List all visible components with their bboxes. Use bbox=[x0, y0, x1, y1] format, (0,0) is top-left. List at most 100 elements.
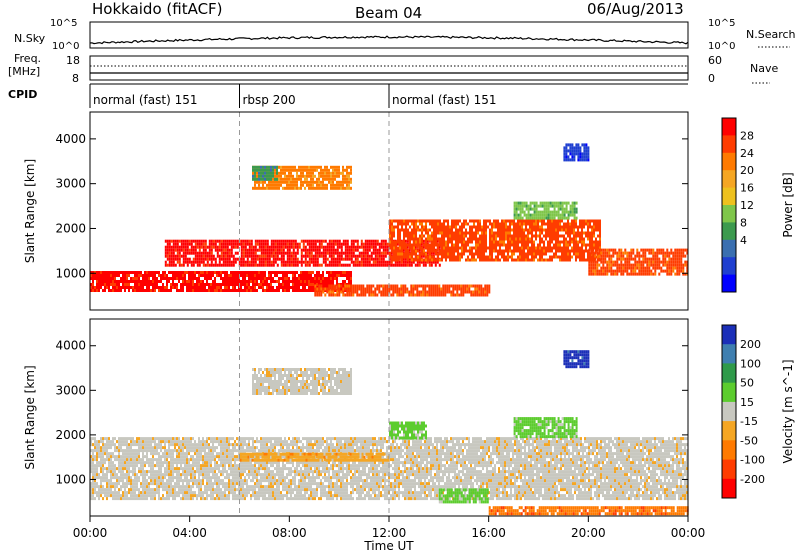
heatmap-cell bbox=[230, 245, 233, 249]
heatmap-cell bbox=[302, 248, 305, 252]
heatmap-cell bbox=[188, 257, 191, 261]
heatmap-cell bbox=[575, 234, 577, 238]
heatmap-cell bbox=[425, 255, 427, 259]
heatmap-cell bbox=[320, 290, 323, 294]
heatmap-cell bbox=[469, 249, 471, 253]
heatmap-cell bbox=[545, 216, 548, 220]
heatmap-cell bbox=[590, 257, 593, 261]
heatmap-cell bbox=[292, 165, 294, 169]
heatmap-cell bbox=[334, 284, 337, 288]
heatmap-cell bbox=[204, 277, 206, 280]
heatmap-cell bbox=[180, 283, 182, 286]
heatmap-cell bbox=[336, 263, 339, 267]
heatmap-cell bbox=[186, 248, 189, 252]
heatmap-cell bbox=[218, 289, 220, 292]
heatmap-cell bbox=[94, 464, 96, 468]
heatmap-cell bbox=[352, 284, 355, 288]
heatmap-cell bbox=[146, 488, 148, 492]
freq-panel: Freq. [MHz] 18 8 60 0 Nave bbox=[8, 52, 778, 85]
heatmap-cell bbox=[96, 467, 98, 471]
heatmap-cell bbox=[358, 254, 361, 258]
heatmap-cell bbox=[608, 251, 611, 255]
heatmap-cell bbox=[397, 246, 399, 250]
heatmap-cell bbox=[622, 254, 625, 258]
heatmap-cell bbox=[312, 165, 314, 169]
heatmap-cell bbox=[330, 180, 332, 184]
heatmap-cell bbox=[302, 271, 304, 274]
heatmap-cell bbox=[397, 237, 399, 241]
heatmap-cell bbox=[503, 219, 505, 223]
heatmap-cell bbox=[284, 289, 286, 292]
heatmap-cell bbox=[394, 287, 397, 291]
heatmap-cell bbox=[104, 467, 106, 471]
heatmap-cell bbox=[401, 228, 403, 232]
heatmap-cell bbox=[346, 242, 349, 246]
heatmap-cell bbox=[459, 228, 461, 232]
heatmap-cell bbox=[553, 243, 555, 247]
heatmap-cell bbox=[228, 257, 231, 261]
heatmap-cell bbox=[477, 255, 479, 259]
heatmap-cell bbox=[396, 242, 399, 246]
heatmap-cell bbox=[569, 225, 571, 229]
heatmap-cell bbox=[413, 234, 415, 238]
colorbar-tick-label: 8 bbox=[740, 216, 747, 229]
heatmap-cell bbox=[527, 207, 530, 211]
heatmap-cell bbox=[555, 234, 557, 238]
heatmap-cell bbox=[575, 225, 577, 229]
heatmap-cell bbox=[493, 225, 495, 229]
heatmap-cell bbox=[567, 216, 570, 220]
heatmap-cell bbox=[579, 222, 581, 226]
heatmap-cell bbox=[434, 293, 437, 297]
heatmap-cell bbox=[296, 177, 298, 181]
heatmap-cell bbox=[144, 289, 146, 292]
heatmap-cell bbox=[332, 274, 334, 277]
heatmap-cell bbox=[96, 274, 98, 277]
heatmap-cell bbox=[527, 237, 529, 241]
heatmap-cell bbox=[539, 204, 542, 208]
heatmap-cell bbox=[146, 449, 148, 453]
heatmap-cell bbox=[132, 458, 134, 462]
y-tick-label: 1000 bbox=[55, 266, 86, 280]
heatmap-cell bbox=[434, 284, 437, 288]
heatmap-cell bbox=[270, 286, 272, 289]
heatmap-cell bbox=[539, 243, 541, 247]
heatmap-cell bbox=[398, 287, 401, 291]
heatmap-cell bbox=[436, 260, 439, 264]
nsky-label: N.Sky bbox=[14, 32, 46, 45]
heatmap-cell bbox=[480, 290, 483, 294]
heatmap-cell bbox=[348, 177, 350, 181]
heatmap-cell bbox=[575, 210, 578, 214]
heatmap-cell bbox=[399, 228, 401, 232]
heatmap-cell bbox=[112, 497, 114, 501]
heatmap-cell bbox=[414, 293, 417, 297]
heatmap-cell bbox=[296, 183, 298, 187]
heatmap-cell bbox=[182, 260, 185, 264]
heatmap-cell bbox=[594, 263, 597, 267]
heatmap-cell bbox=[138, 440, 140, 444]
heatmap-cell bbox=[642, 251, 645, 255]
heatmap-cell bbox=[332, 260, 335, 264]
heatmap-cell bbox=[449, 258, 451, 262]
heatmap-cell bbox=[108, 458, 110, 462]
heatmap-cell bbox=[405, 255, 407, 259]
heatmap-cell bbox=[128, 271, 130, 274]
heatmap-cell bbox=[138, 283, 140, 286]
heatmap-cell bbox=[399, 240, 401, 244]
heatmap-cell bbox=[96, 485, 98, 489]
heatmap-cell bbox=[146, 440, 148, 444]
heatmap-cell bbox=[250, 242, 253, 246]
heatmap-cell bbox=[344, 274, 346, 277]
heatmap-cell bbox=[581, 240, 583, 244]
heatmap-cell bbox=[260, 263, 263, 267]
heatmap-cell bbox=[140, 464, 142, 468]
heatmap-cell bbox=[314, 293, 317, 297]
heatmap-cell bbox=[276, 171, 278, 175]
heatmap-cell bbox=[100, 449, 102, 453]
heatmap-cell bbox=[262, 174, 264, 178]
heatmap-cell bbox=[260, 171, 262, 175]
heatmap-cell bbox=[342, 168, 344, 172]
heatmap-cell bbox=[597, 255, 599, 259]
heatmap-cell bbox=[513, 213, 516, 217]
heatmap-cell bbox=[260, 177, 262, 181]
